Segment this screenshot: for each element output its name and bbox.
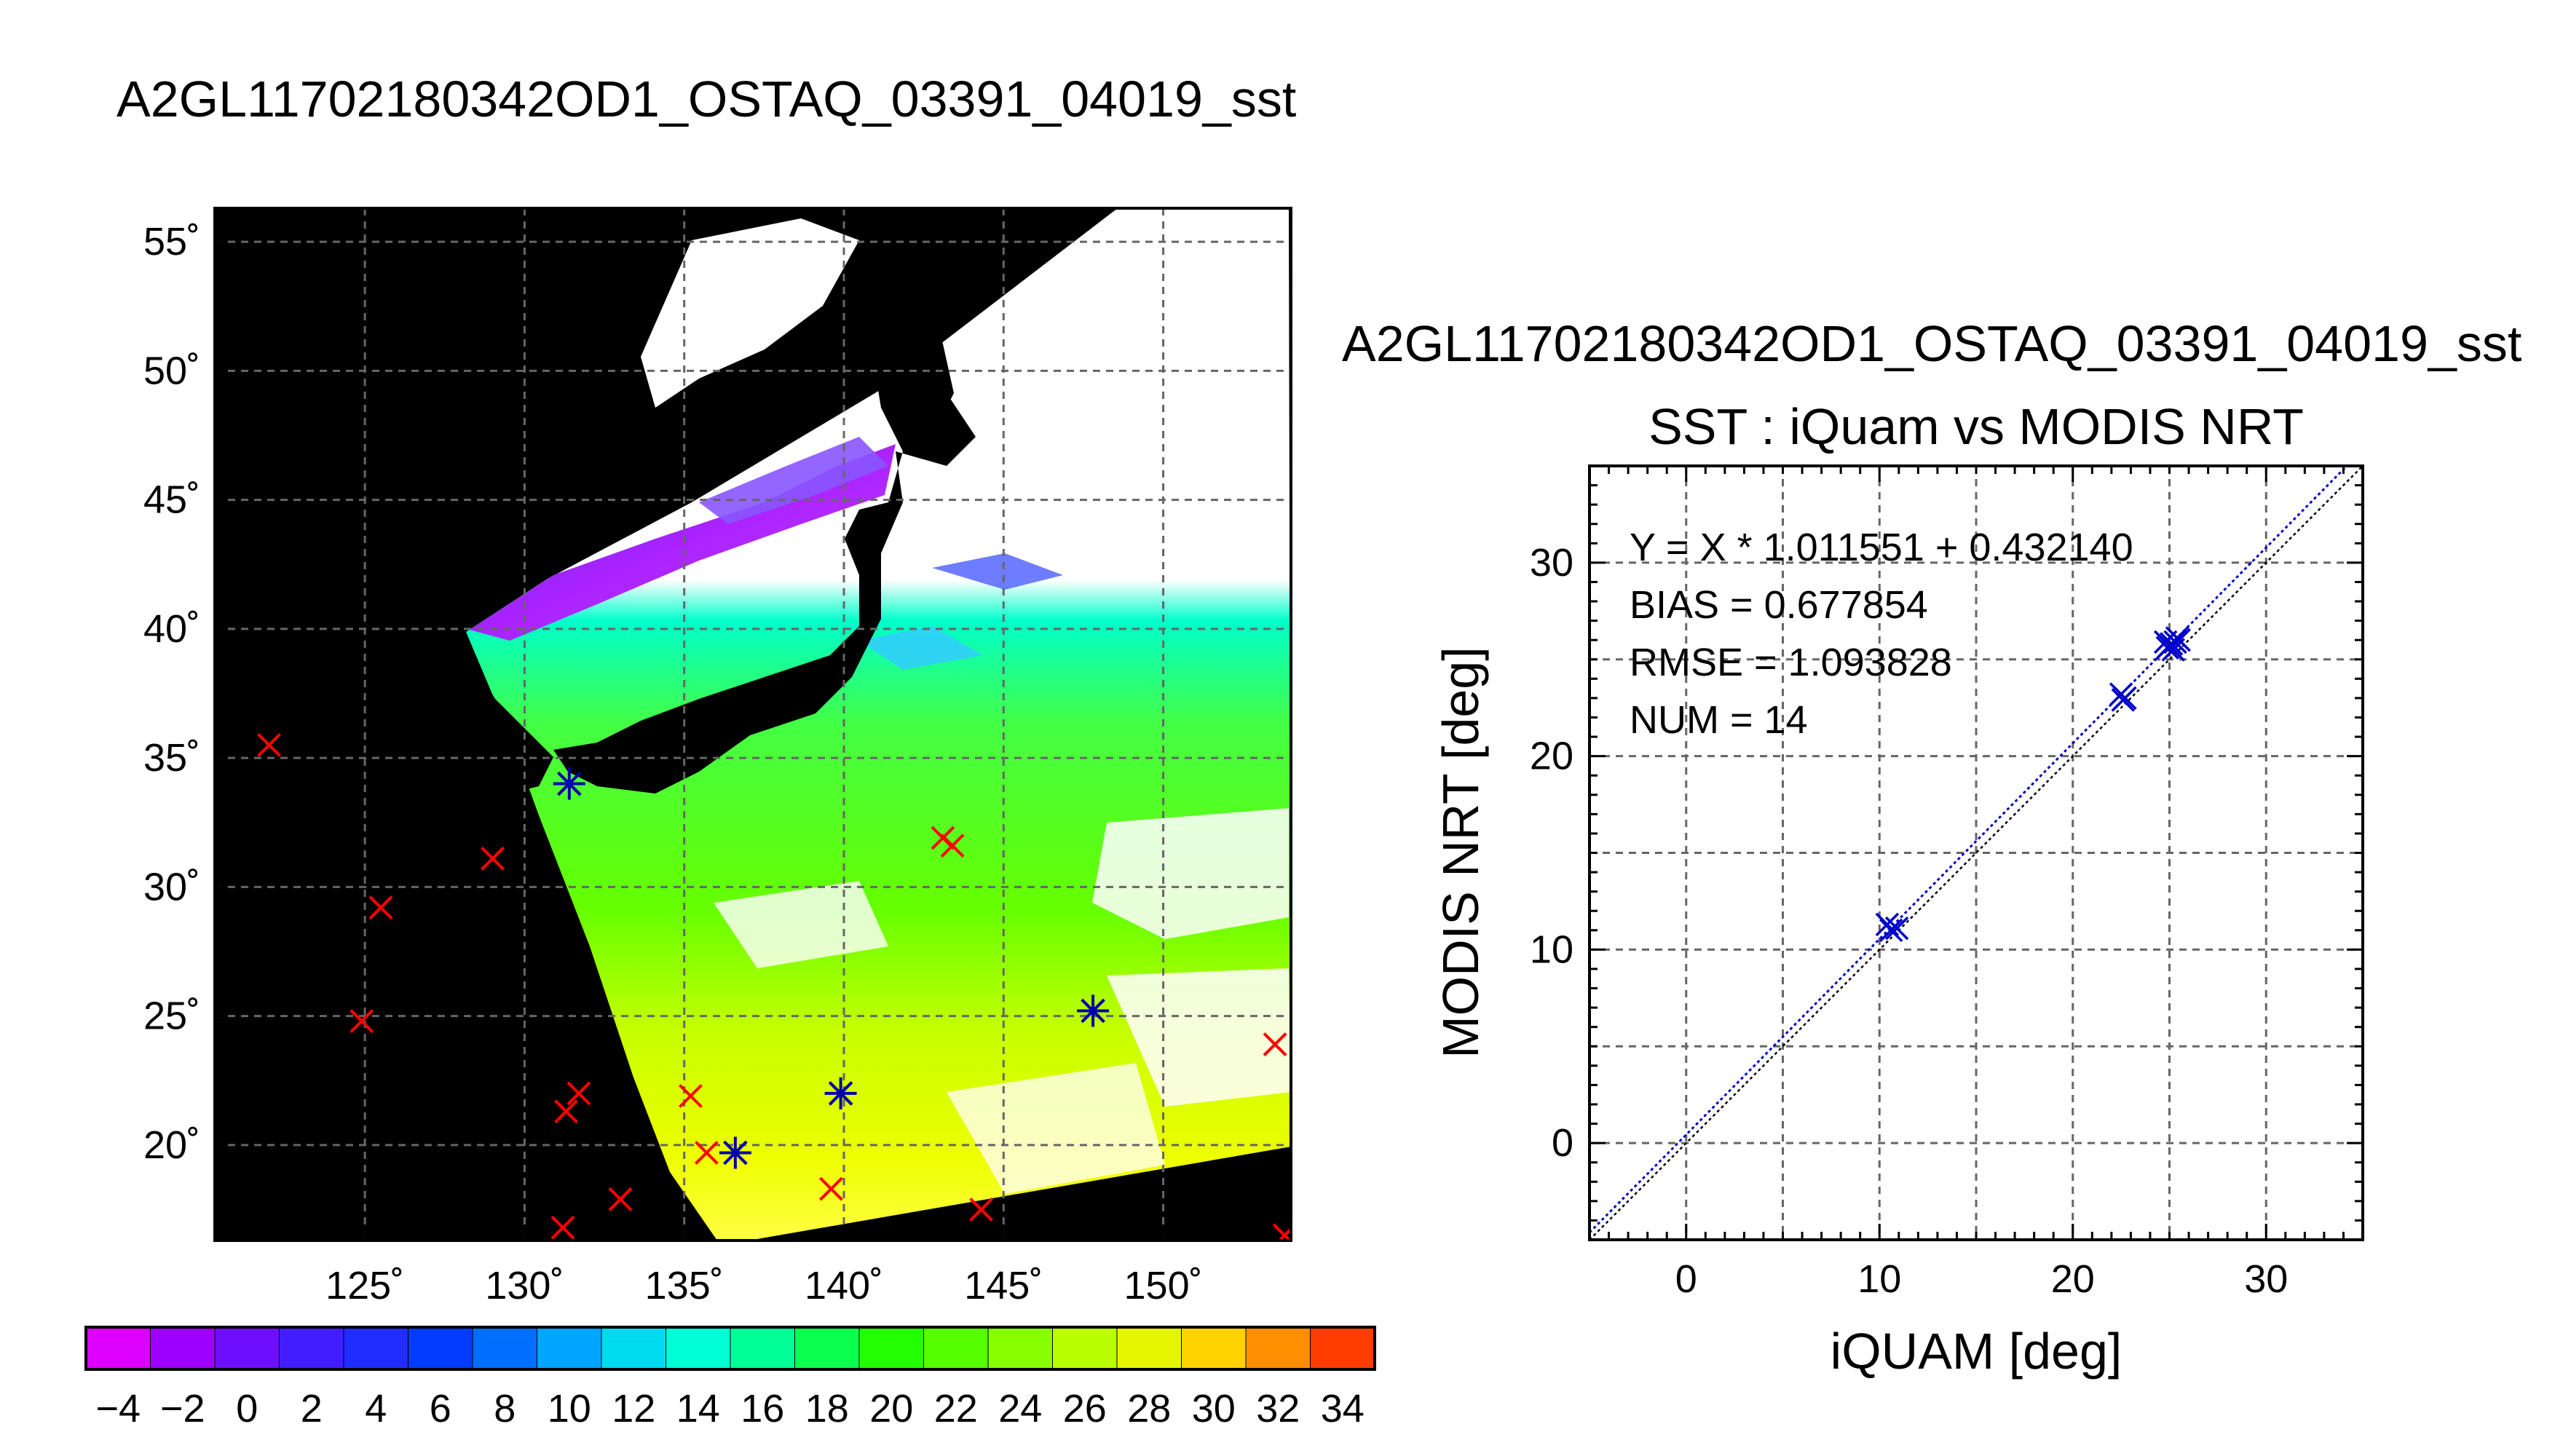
- colorbar-tick-label: 4: [365, 1387, 387, 1431]
- x-axis-label: iQUAM [deg]: [1831, 1323, 2122, 1380]
- buoy-marker: [819, 1176, 843, 1201]
- buoy-marker: [694, 1141, 719, 1165]
- y-tick-label: 0: [1552, 1121, 1573, 1165]
- matched-buoy-marker: [719, 1136, 751, 1169]
- y-tick-label: 10: [1530, 927, 1573, 971]
- map-lon-tick-label: 145˚: [964, 1264, 1043, 1307]
- colorbar-tick-label: 0: [236, 1387, 258, 1431]
- colorbar-tick-label: 22: [934, 1387, 978, 1431]
- matched-buoy-marker: [824, 1077, 857, 1109]
- coastal-ice: [641, 218, 859, 408]
- matched-buoy-marker: [553, 767, 585, 800]
- scatter-point: [2163, 630, 2187, 654]
- buoy-marker: [940, 834, 965, 858]
- cloud-patch: [947, 1063, 1165, 1194]
- map-lat-tick-label: 45˚: [143, 478, 200, 522]
- y-tick-label: 30: [1530, 541, 1573, 585]
- fit-line: [1590, 466, 2349, 1234]
- buoy-marker: [257, 732, 281, 757]
- colorbar-frame: [84, 1326, 1376, 1371]
- colorbar-tick-label: 32: [1256, 1387, 1300, 1431]
- matched-buoy-marker: [1077, 994, 1110, 1027]
- cold-water-band: [699, 437, 888, 524]
- stats-line: NUM = 14: [1630, 698, 1808, 742]
- buoy-marker: [481, 846, 505, 871]
- colorbar-tick-label: 12: [612, 1387, 655, 1431]
- stats-line: Y = X * 1.011551 + 0.432140: [1630, 526, 2133, 569]
- colorbar-tick-label: 16: [741, 1387, 784, 1431]
- scatter-point: [1884, 916, 1909, 941]
- map-lat-tick-label: 40˚: [143, 607, 200, 651]
- colorbar-tick-label: 8: [494, 1387, 516, 1431]
- scatter-point: [2113, 686, 2137, 711]
- buoy-marker: [1263, 1032, 1287, 1056]
- buoy-marker: [969, 1198, 993, 1222]
- scatter-super-title: A2GL11702180342OD1_OSTAQ_03391_04019_sst: [1342, 315, 2522, 372]
- colorbar-tick-label: 10: [548, 1387, 591, 1431]
- colorbar-cell: [987, 1326, 1054, 1370]
- map-lat-tick-label: 50˚: [143, 349, 200, 392]
- buoy-marker: [368, 895, 393, 920]
- colorbar-tick-label: 34: [1321, 1387, 1365, 1431]
- stats-line: BIAS = 0.677854: [1630, 583, 1928, 627]
- stats-line: RMSE = 1.093828: [1630, 641, 1952, 684]
- map-lat-tick-label: 30˚: [143, 865, 200, 909]
- map-frame: [213, 207, 1292, 1242]
- colorbar-tick-label: 30: [1192, 1387, 1236, 1431]
- colorbar-cell: [1310, 1326, 1375, 1370]
- colorbar-tick-label: −4: [95, 1387, 141, 1431]
- y-axis-label: MODIS NRT [deg]: [1432, 646, 1489, 1058]
- buoy-marker: [566, 1081, 591, 1106]
- cloud-patch: [1107, 968, 1291, 1107]
- colorbar-cell: [1181, 1326, 1247, 1370]
- colorbar-tick-label: 6: [430, 1387, 451, 1431]
- map-lat-tick-label: 35˚: [143, 736, 200, 780]
- scatter-point: [2167, 628, 2192, 652]
- map-lat-tick-label: 20˚: [143, 1123, 200, 1167]
- x-tick-label: 0: [1675, 1257, 1697, 1301]
- map-lon-tick-label: 125˚: [325, 1264, 404, 1307]
- map-lat-tick-label: 55˚: [143, 220, 200, 264]
- map-lon-tick-label: 135˚: [645, 1264, 724, 1307]
- map-lon-tick-label: 130˚: [485, 1264, 564, 1307]
- buoy-marker: [608, 1187, 633, 1211]
- buoy-marker: [679, 1084, 703, 1108]
- buoy-marker: [554, 1099, 578, 1124]
- scatter-title: SST : iQuam vs MODIS NRT: [1648, 398, 2304, 455]
- one-to-one-line: [1590, 466, 2363, 1240]
- cold-water-band: [932, 553, 1063, 590]
- x-tick-label: 10: [1857, 1257, 1901, 1301]
- colorbar-tick-label: −2: [160, 1387, 205, 1431]
- colorbar-tick-label: 2: [301, 1387, 323, 1431]
- main-title: A2GL11702180342OD1_OSTAQ_03391_04019_sst: [117, 71, 1297, 127]
- buoy-marker: [1272, 1223, 1291, 1241]
- map-lat-tick-label: 25˚: [143, 994, 200, 1038]
- colorbar-tick-label: 14: [676, 1387, 720, 1431]
- buoy-marker: [550, 1215, 575, 1240]
- sakhalin-landmass: [881, 240, 954, 422]
- colorbar-tick-label: 20: [869, 1387, 913, 1431]
- satellite-swath: [466, 208, 1291, 1241]
- colorbar-cell: [150, 1326, 216, 1370]
- buoy-marker: [350, 1009, 374, 1034]
- colorbar-tick-label: 18: [805, 1387, 849, 1431]
- x-tick-label: 30: [2244, 1257, 2288, 1301]
- y-tick-label: 20: [1530, 735, 1573, 778]
- map-lon-tick-label: 150˚: [1124, 1264, 1203, 1307]
- cloud-patch: [1092, 808, 1289, 939]
- colorbar-tick-label: 28: [1127, 1387, 1171, 1431]
- cold-water-band: [859, 626, 983, 670]
- colorbar-cell: [343, 1326, 409, 1370]
- map-lon-tick-label: 140˚: [805, 1264, 883, 1307]
- colorbar-tick-label: 26: [1063, 1387, 1107, 1431]
- x-tick-label: 20: [2051, 1257, 2095, 1301]
- colorbar-tick-label: 24: [998, 1387, 1042, 1431]
- scatter-point: [1879, 918, 1903, 943]
